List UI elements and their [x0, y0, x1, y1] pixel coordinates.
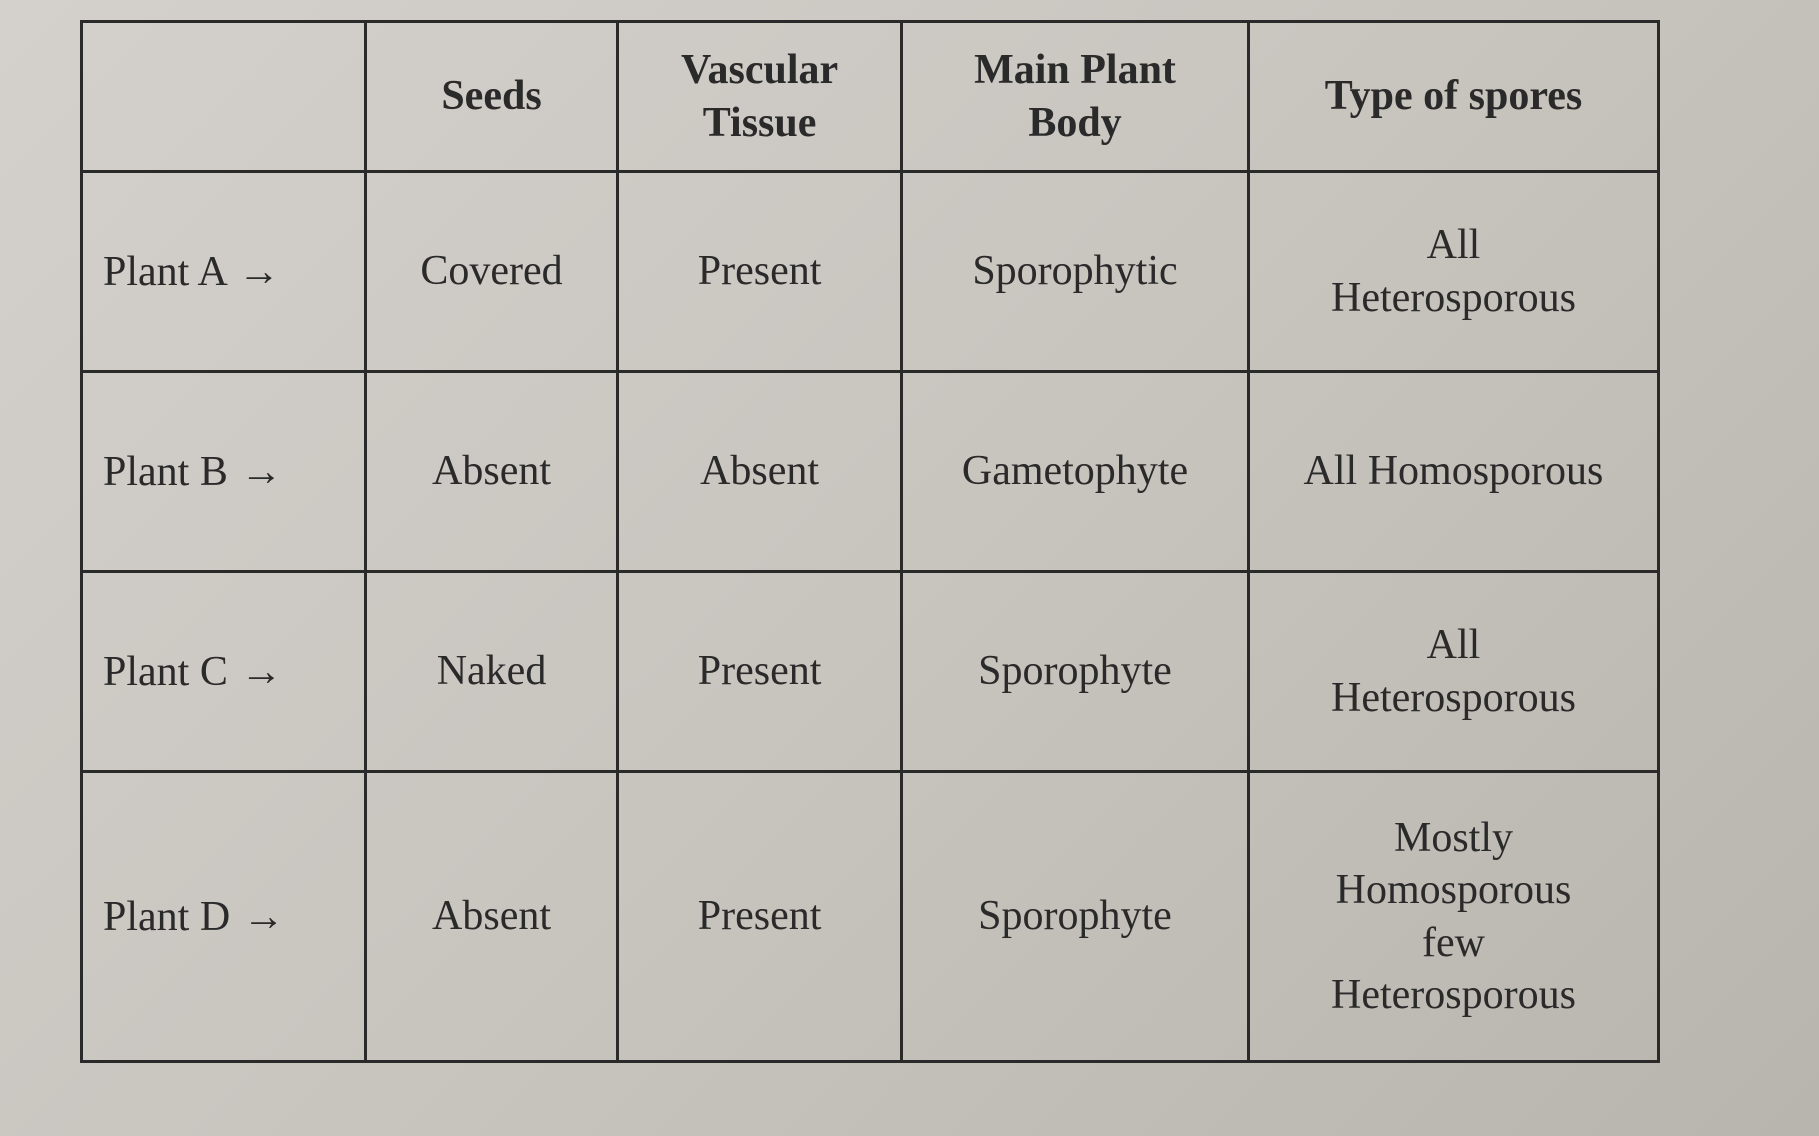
header-type-of-spores: Type of spores: [1248, 22, 1658, 172]
row-name: Plant A: [103, 249, 226, 295]
header-seeds: Seeds: [365, 22, 617, 172]
cell-spores: AllHeterosporous: [1248, 172, 1658, 372]
plant-classification-table: Seeds VascularTissue Main PlantBody Type…: [80, 20, 1660, 1063]
row-label-plant-b: Plant B →: [82, 372, 366, 572]
cell-seeds: Covered: [365, 172, 617, 372]
table-row: Plant B → Absent Absent Gametophyte All …: [82, 372, 1659, 572]
arrow-icon: →: [238, 648, 288, 696]
cell-vascular: Present: [618, 172, 902, 372]
arrow-icon: →: [238, 448, 288, 496]
table-row: Plant D → Absent Present Sporophyte Most…: [82, 772, 1659, 1062]
cell-vascular: Present: [618, 772, 902, 1062]
cell-spores: All Homosporous: [1248, 372, 1658, 572]
cell-spores: MostlyHomosporousfewHeterosporous: [1248, 772, 1658, 1062]
row-name: Plant D: [103, 894, 230, 940]
arrow-icon: →: [241, 893, 291, 941]
cell-vascular: Absent: [618, 372, 902, 572]
table-header-row: Seeds VascularTissue Main PlantBody Type…: [82, 22, 1659, 172]
row-name: Plant C: [103, 649, 228, 695]
cell-seeds: Absent: [365, 372, 617, 572]
header-main-plant-body: Main PlantBody: [902, 22, 1249, 172]
row-label-plant-a: Plant A →: [82, 172, 366, 372]
cell-seeds: Naked: [365, 572, 617, 772]
row-label-plant-c: Plant C →: [82, 572, 366, 772]
cell-main-body: Sporophyte: [902, 572, 1249, 772]
row-name: Plant B: [103, 449, 228, 495]
table-row: Plant C → Naked Present Sporophyte AllHe…: [82, 572, 1659, 772]
cell-spores: AllHeterosporous: [1248, 572, 1658, 772]
cell-main-body: Sporophytic: [902, 172, 1249, 372]
table-row: Plant A → Covered Present Sporophytic Al…: [82, 172, 1659, 372]
cell-seeds: Absent: [365, 772, 617, 1062]
cell-main-body: Sporophyte: [902, 772, 1249, 1062]
cell-main-body: Gametophyte: [902, 372, 1249, 572]
header-vascular-tissue: VascularTissue: [618, 22, 902, 172]
row-label-plant-d: Plant D →: [82, 772, 366, 1062]
arrow-icon: →: [236, 248, 286, 296]
cell-vascular: Present: [618, 572, 902, 772]
header-blank: [82, 22, 366, 172]
table: Seeds VascularTissue Main PlantBody Type…: [80, 20, 1660, 1063]
